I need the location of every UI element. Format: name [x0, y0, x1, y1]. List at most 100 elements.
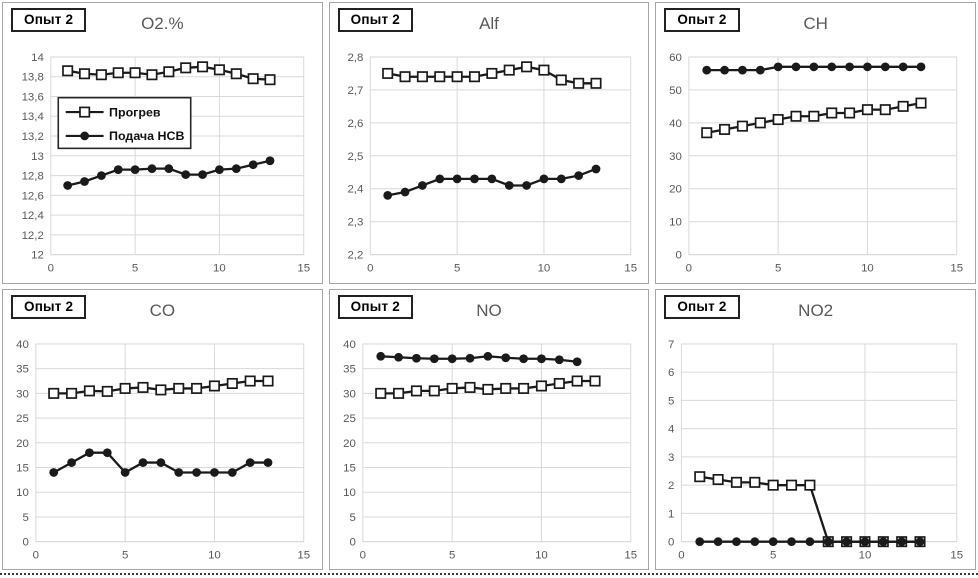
circle-marker: [375, 351, 385, 361]
y-axis-tick-labels: 0 10 20 30 40 50 60: [669, 52, 682, 262]
square-marker: [83, 384, 95, 396]
square-marker: [862, 104, 874, 116]
circle-marker: [809, 62, 819, 72]
circle-marker: [231, 164, 241, 174]
x-tick-label: 10: [537, 263, 550, 275]
square-marker: [755, 117, 767, 129]
y-tick-label: 2,5: [347, 151, 363, 163]
circle-marker: [899, 62, 908, 72]
panel-header: Опыт 2 NO2: [656, 290, 975, 334]
chart-panel-no: Опыт 2 NO 0 5 10 15 20 25 30 35 40 0 5 10 15: [328, 288, 650, 570]
square-marker: [137, 381, 149, 393]
square-marker: [786, 479, 798, 491]
chart-panel-alf: Опыт 2 Alf 2,2 2,3 2,4 2,5 2,6 2,7 2,8 0 5 10 15: [328, 2, 650, 284]
square-marker: [264, 74, 276, 86]
y-tick-label: 0: [349, 536, 355, 548]
series-podacha-nsv: [702, 62, 926, 75]
series-podacha-nsv: [375, 351, 582, 366]
circle-marker: [198, 170, 207, 179]
circle-marker: [435, 174, 444, 184]
series-progrev: [381, 61, 602, 89]
y-tick-label: 7: [668, 338, 674, 350]
circle-marker: [702, 65, 712, 75]
square-marker: [392, 387, 404, 399]
chart-panel-ch: Опыт 2 CH 0 10 20 30 40 50 60 0 5 10 15: [655, 2, 976, 284]
circle-marker: [536, 353, 546, 363]
circle-marker: [732, 536, 742, 546]
circle-marker: [572, 356, 582, 366]
experiment-badge: Опыт 2: [337, 294, 413, 319]
circle-marker: [67, 457, 76, 467]
experiment-badge: Опыт 2: [11, 294, 87, 319]
square-marker: [468, 71, 480, 83]
square-marker: [381, 67, 393, 79]
square-marker: [163, 66, 175, 78]
square-marker: [129, 67, 141, 79]
plot-area-border: [35, 342, 305, 542]
y-axis-tick-labels: 0 5 10 15 20 25 30 35 40: [343, 338, 356, 548]
circle-marker: [138, 457, 148, 467]
x-tick-label: 5: [770, 549, 776, 561]
circle-marker: [738, 65, 748, 75]
panel-header: Опыт 2 O2.%: [3, 3, 322, 47]
square-marker: [78, 68, 91, 80]
x-tick-label: 5: [132, 263, 138, 275]
x-tick-label: 10: [213, 263, 226, 275]
circle-marker: [156, 457, 166, 467]
circle-marker: [518, 353, 528, 363]
chart-title: NO: [476, 300, 502, 320]
x-tick-label: 0: [367, 263, 373, 275]
chart-panel-o2: Опыт 2 O2.% 12 12,2 12,4 12,6 12,8 13 13,2 13,4…: [2, 2, 323, 284]
circle-marker: [879, 536, 889, 546]
square-marker: [208, 379, 220, 391]
x-tick-label: 0: [679, 549, 685, 561]
circle-marker: [80, 177, 89, 186]
square-marker: [191, 382, 203, 394]
square-marker: [155, 383, 167, 395]
chart-no-plot: 0 5 10 15 20 25 30 35 40 0 5 10 15: [343, 338, 637, 561]
y-tick-label: 40: [16, 338, 29, 350]
y-tick-label: 35: [16, 363, 29, 375]
x-tick-label: 5: [449, 549, 455, 561]
legend: Прогрев Подача НСВ: [57, 96, 192, 150]
circle-marker: [465, 353, 475, 363]
y-tick-label: 30: [343, 388, 356, 400]
x-axis-tick-labels: 0 5 10 15: [367, 263, 637, 275]
y-tick-label: 35: [343, 363, 356, 375]
circle-marker: [102, 447, 112, 457]
circle-marker: [827, 62, 837, 72]
x-tick-label: 15: [951, 263, 964, 275]
y-tick-label: 30: [16, 388, 29, 400]
panel-header: Опыт 2 Alf: [330, 3, 649, 47]
square-marker: [226, 377, 238, 389]
y-tick-label: 0: [668, 536, 674, 548]
series-progrev: [62, 61, 276, 86]
square-marker: [808, 110, 820, 122]
y-tick-label: 10: [343, 487, 356, 499]
chart-title: Alf: [479, 14, 499, 33]
plot-area-border: [688, 56, 958, 256]
circle-marker: [805, 536, 815, 546]
x-axis-tick-labels: 0 5 10 15: [48, 263, 310, 275]
y-axis-tick-labels: 0 5 10 15 20 25 30 35 40: [16, 338, 29, 548]
square-marker: [553, 377, 565, 389]
square-marker: [262, 374, 274, 387]
gridlines: [50, 56, 304, 256]
circle-marker: [556, 174, 566, 184]
circle-marker: [501, 352, 510, 362]
x-axis-tick-labels: 0 5 10 15: [359, 549, 636, 561]
chart-panel-co: Опыт 2 CO 0 5 10 15 20 25 30 35 40 0 5 10 15: [2, 288, 323, 570]
y-tick-label: 13,6: [22, 91, 44, 103]
circle-marker: [787, 536, 797, 546]
y-tick-label: 1: [668, 508, 674, 520]
square-marker: [374, 387, 386, 399]
square-marker: [197, 61, 209, 73]
circle-marker: [881, 62, 891, 72]
square-marker: [555, 74, 567, 86]
x-tick-label: 15: [624, 549, 637, 561]
y-tick-label: 13,2: [22, 131, 44, 143]
plot-area-border: [369, 56, 631, 256]
circle-marker: [130, 165, 140, 175]
y-tick-label: 2,6: [347, 118, 363, 130]
circle-marker: [411, 353, 421, 363]
